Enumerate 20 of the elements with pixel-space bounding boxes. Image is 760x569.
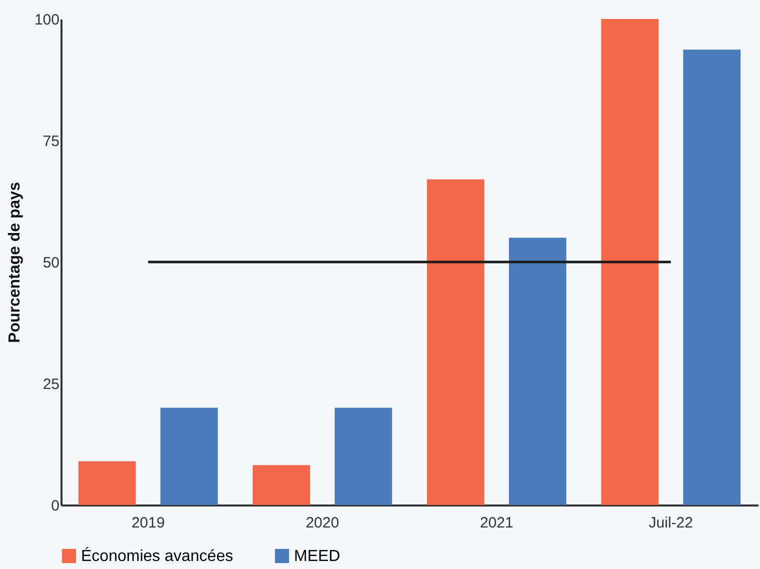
legend-label: Économies avancées — [81, 547, 234, 565]
bar — [78, 461, 136, 505]
y-tick-label: 75 — [42, 133, 60, 150]
bar — [426, 179, 484, 505]
bar — [508, 238, 566, 505]
x-tick-label: 2021 — [480, 514, 514, 532]
x-tick-label: 2020 — [306, 514, 340, 532]
x-tick-label: Juil-22 — [648, 514, 693, 532]
y-tick-label: 0 — [51, 498, 60, 514]
y-tick-label: 25 — [42, 376, 60, 393]
bar — [334, 408, 392, 505]
y-tick-label: 50 — [42, 254, 60, 272]
bar — [160, 408, 218, 505]
bar — [601, 19, 659, 505]
bar — [683, 50, 741, 505]
bar — [252, 465, 310, 505]
y-axis-title: Pourcentage de pays — [6, 182, 24, 343]
y-tick-label: 100 — [34, 12, 60, 28]
legend-label: MEED — [294, 548, 340, 565]
x-tick-label: 2019 — [131, 514, 165, 532]
